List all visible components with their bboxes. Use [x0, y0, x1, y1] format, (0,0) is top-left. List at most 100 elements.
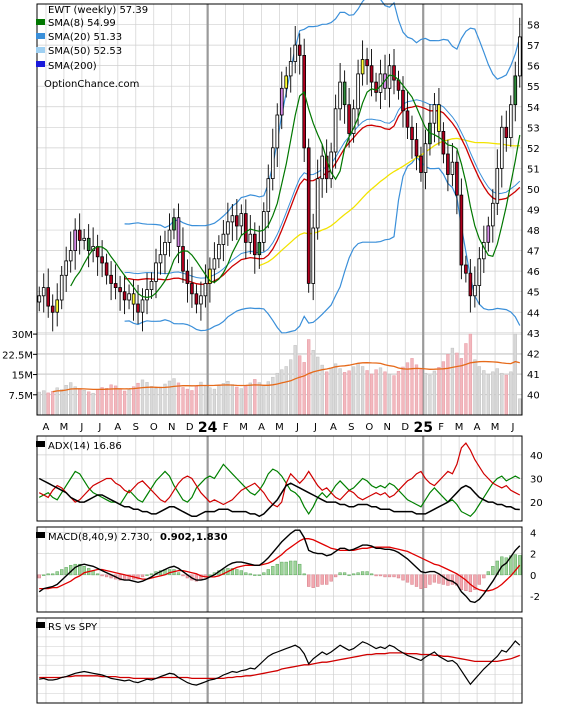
candle-body: [109, 274, 113, 284]
volume-bar: [316, 356, 320, 416]
candle-body: [410, 126, 414, 141]
macd-histogram-bar: [464, 574, 468, 591]
macd-histogram-bar: [428, 574, 432, 585]
macd-histogram-bar: [64, 567, 68, 576]
legend-sma20: SMA(20) 51.33: [48, 32, 122, 43]
volume-bar: [455, 352, 459, 416]
volume-bar: [172, 378, 176, 416]
candle-body: [37, 295, 42, 303]
volume-bar: [131, 386, 136, 416]
price-tick-label: 47: [527, 247, 540, 258]
macd-histogram-bar: [401, 574, 405, 581]
macd-histogram-bar: [253, 574, 257, 576]
macd-histogram-bar: [347, 574, 351, 576]
candle-body: [347, 104, 351, 134]
candle-body: [450, 161, 455, 175]
candle-body: [217, 243, 221, 260]
x-tick-label: N: [168, 422, 175, 433]
candle-body: [459, 194, 464, 266]
macd-histogram-bar: [504, 557, 508, 576]
volume-bar: [423, 372, 428, 416]
macd-histogram-bar: [477, 574, 481, 585]
volume-bar: [185, 388, 190, 416]
candle-body: [100, 256, 104, 264]
volume-bar: [513, 333, 517, 416]
macd-histogram-bar: [244, 572, 248, 576]
volume-bar: [401, 366, 405, 416]
minus-di-line: [38, 442, 521, 508]
macd-histogram-bar: [176, 572, 181, 576]
indicator-tick-label: -2: [530, 592, 540, 603]
legend-sma8: SMA(8) 54.99: [48, 18, 116, 29]
adx-line: [38, 477, 520, 518]
macd-histogram-bar: [360, 571, 365, 576]
volume-bar: [140, 379, 145, 416]
price-tick-label: 58: [527, 21, 540, 32]
rs-swatch: [36, 622, 45, 628]
candle-body: [477, 258, 482, 286]
x-tick-label: F: [438, 422, 444, 433]
volume-bar: [437, 367, 441, 416]
candle-body: [374, 81, 378, 93]
macd-histogram-bar: [351, 573, 356, 576]
candle-body: [239, 213, 244, 227]
candle-body: [513, 75, 518, 106]
candle-body: [351, 108, 356, 134]
macd-histogram-bar: [181, 574, 185, 577]
x-tick-label: M: [239, 422, 248, 433]
x-tick-label: J: [97, 422, 101, 433]
volume-bar: [51, 391, 55, 416]
volume-bar: [266, 381, 270, 416]
candle-body: [338, 81, 342, 110]
macd-histogram-bar: [473, 574, 477, 590]
candle-body: [437, 104, 441, 132]
candle-body: [131, 293, 136, 305]
candle-body: [518, 36, 522, 77]
volume-bar: [239, 388, 243, 416]
candle-body: [320, 155, 324, 180]
price-tick-label: 52: [527, 144, 540, 155]
legend-sma200: SMA(200): [48, 61, 97, 72]
candle-body: [495, 167, 500, 204]
macd-signal-line: [39, 538, 521, 592]
macd-histogram-bar: [271, 566, 275, 576]
bollinger-lower: [124, 155, 521, 334]
macd-histogram-bar: [199, 574, 203, 580]
macd-title: MACD(8,40,9) 2.730,: [48, 532, 153, 543]
legend-swatch-sma8: [36, 19, 45, 25]
candle-body: [275, 114, 280, 149]
candle-body: [297, 44, 302, 56]
candle-body: [279, 87, 284, 116]
candle-body: [212, 258, 217, 270]
candle-body: [154, 262, 158, 282]
x-tick-label: N: [384, 422, 391, 433]
candle-body: [329, 151, 333, 180]
volume-bar: [383, 371, 387, 416]
macd-histogram-bar: [235, 569, 239, 576]
legend-swatch-sma200: [36, 61, 45, 67]
macd-histogram-bar: [437, 574, 441, 584]
macd-histogram-bar: [55, 571, 59, 576]
volume-bar: [338, 368, 342, 416]
candle-body: [499, 126, 504, 169]
candle-body: [55, 299, 59, 313]
indicator-tick-label: 2: [530, 550, 536, 561]
candle-body: [163, 241, 167, 256]
candle-body: [342, 81, 347, 106]
macd-histogram-bar: [149, 573, 154, 576]
volume-bar: [257, 382, 261, 416]
macd-panel: [37, 529, 522, 604]
adx-title: ADX(14) 16.86: [48, 441, 122, 452]
volume-bar: [42, 390, 46, 416]
volume-bar: [495, 368, 499, 416]
candle-body: [306, 147, 311, 284]
macd-histogram-bar: [378, 574, 383, 577]
volume-bar: [298, 355, 302, 416]
candle-body: [270, 147, 275, 180]
candle-body: [324, 155, 329, 180]
macd-histogram-bar: [513, 554, 517, 576]
macd-histogram-bar: [486, 571, 490, 576]
candle-body: [432, 104, 437, 124]
macd-histogram-bar: [482, 574, 486, 579]
volume-bar: [482, 370, 486, 416]
